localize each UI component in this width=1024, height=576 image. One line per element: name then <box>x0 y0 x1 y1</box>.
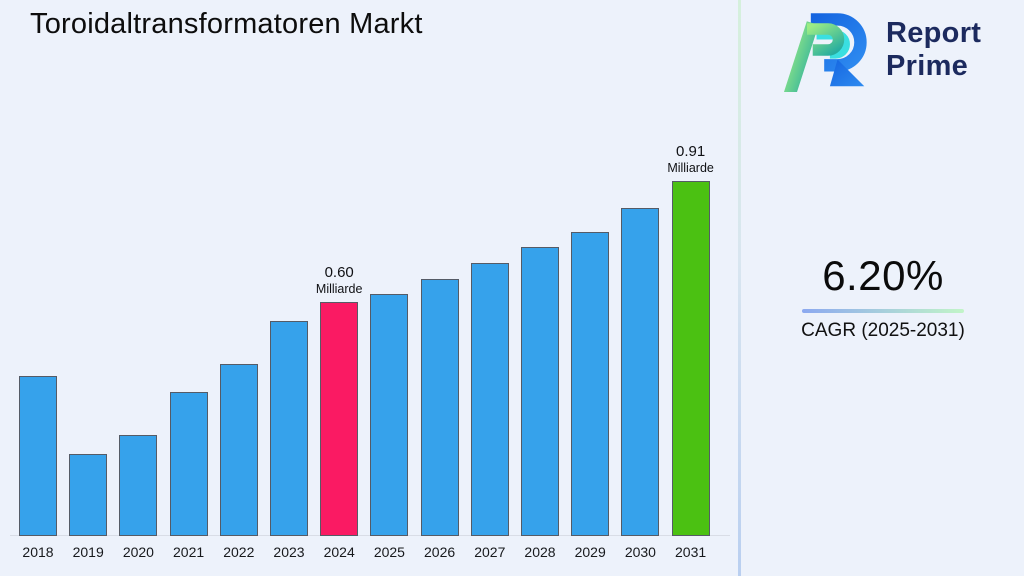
bar-2027 <box>470 263 509 536</box>
x-tick-2019: 2019 <box>72 544 104 560</box>
x-tick-2029: 2029 <box>574 544 606 560</box>
report-prime-logo-text: Report Prime <box>886 17 981 83</box>
x-tick-2030: 2030 <box>624 544 656 560</box>
x-tick-2025: 2025 <box>373 544 405 560</box>
value-label-number: 0.60 <box>324 264 354 281</box>
cagr-value: 6.20% <box>822 252 944 299</box>
bar-2029 <box>571 232 610 536</box>
x-tick-2022: 2022 <box>223 544 255 560</box>
logo-text-line1: Report <box>886 17 982 49</box>
x-tick-2031: 2031 <box>675 544 707 560</box>
x-tick-2021: 2021 <box>173 544 205 560</box>
x-tick-2020: 2020 <box>122 544 154 560</box>
bar-2026 <box>420 279 459 536</box>
x-tick-2024: 2024 <box>323 544 355 560</box>
value-label-unit: Milliarde <box>315 282 363 296</box>
report-prime-logo: Report Prime <box>778 8 981 92</box>
bar-2028 <box>521 247 559 536</box>
value-label-2031: 0.91 Milliarde <box>643 143 739 175</box>
bar-2030 <box>621 208 660 536</box>
x-tick-2027: 2027 <box>474 544 506 560</box>
bar-2018 <box>19 376 57 536</box>
x-tick-2028: 2028 <box>524 544 556 560</box>
x-tick-2023: 2023 <box>273 544 305 560</box>
bar-2022 <box>219 364 258 536</box>
x-tick-2018: 2018 <box>22 544 54 560</box>
x-tick-2026: 2026 <box>424 544 456 560</box>
bar-2024 <box>320 302 359 536</box>
bar-2021 <box>169 392 208 536</box>
bar-2023 <box>270 321 308 536</box>
cagr-panel: 6.20% CAGR (2025-2031) <box>790 252 976 342</box>
logo-text-line2: Prime <box>886 50 969 82</box>
value-label-unit: Milliarde <box>667 161 714 175</box>
value-label-number: 0.91 <box>675 143 706 160</box>
bar-2025 <box>370 294 409 536</box>
bar-2031 <box>671 181 710 536</box>
cagr-underline <box>802 309 964 313</box>
page-title: Toroidaltransformatoren Markt <box>30 8 423 40</box>
panel-divider <box>738 0 741 576</box>
cagr-label: CAGR (2025-2031) <box>801 320 965 341</box>
report-prime-logo-icon <box>783 13 867 92</box>
bar-2019 <box>69 454 108 536</box>
value-label-2024: 0.60 Milliarde <box>291 264 387 296</box>
x-axis-line <box>10 535 730 536</box>
bar-2020 <box>119 435 158 536</box>
